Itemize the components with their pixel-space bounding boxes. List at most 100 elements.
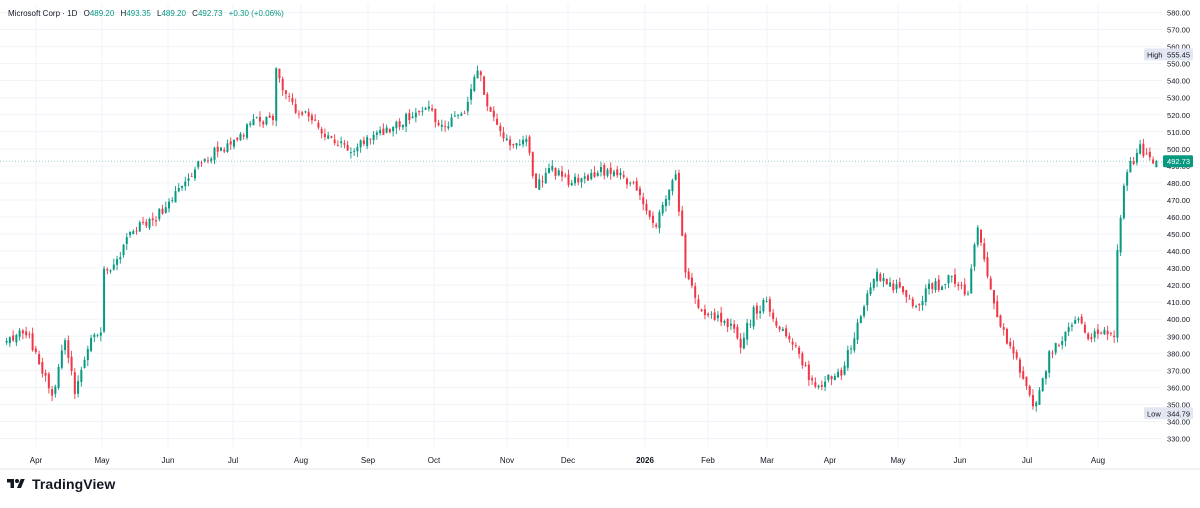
candle (113, 259, 115, 271)
candle (759, 305, 761, 318)
candle (32, 328, 34, 352)
candle-body (77, 381, 79, 394)
candle-body (606, 170, 608, 176)
candle (1058, 344, 1060, 348)
candle-body (850, 349, 852, 350)
candle (347, 141, 349, 151)
candle (360, 139, 362, 152)
candle-body (844, 366, 846, 375)
candle (223, 147, 225, 153)
candle (967, 291, 969, 296)
candle (252, 114, 254, 125)
candle (798, 346, 800, 359)
candle (915, 305, 917, 309)
candle-body (671, 180, 673, 191)
candle-body (110, 270, 112, 271)
candle-body (272, 116, 274, 120)
candle-body (1074, 320, 1076, 324)
tradingview-logo[interactable]: TradingView (6, 476, 115, 492)
candle (343, 140, 345, 148)
candle-body (431, 108, 433, 110)
x-tick-label: Feb (701, 456, 715, 465)
candle (561, 166, 563, 182)
candle (1006, 328, 1008, 345)
candle (619, 168, 621, 179)
candle-body (311, 115, 313, 120)
y-tick-label: 460.00 (1167, 213, 1190, 222)
candle-body (1090, 337, 1092, 339)
candle-body (48, 374, 50, 388)
candle-body (532, 152, 534, 176)
candle-body (246, 124, 248, 137)
y-tick-label: 550.00 (1167, 60, 1190, 69)
candle-body (886, 279, 888, 284)
candle-body (90, 338, 92, 351)
candle-body (324, 134, 326, 137)
candle-body (113, 265, 115, 270)
candle (912, 297, 914, 309)
y-tick-label: 380.00 (1167, 349, 1190, 358)
candle (191, 173, 193, 177)
candle-body (772, 313, 774, 319)
x-tick-label: Dec (561, 456, 575, 465)
candle (519, 139, 521, 146)
candle (960, 282, 962, 290)
candle-body (990, 278, 992, 289)
candle (639, 186, 641, 200)
candle (1123, 183, 1125, 219)
candle-body (136, 231, 138, 232)
x-tick-label: Apr (824, 456, 837, 465)
open-value: 489.20 (90, 9, 114, 18)
candle (265, 116, 267, 125)
candle (970, 264, 972, 294)
candle (493, 106, 495, 121)
candle (490, 106, 492, 112)
candle-body (447, 126, 449, 128)
candle-body (340, 141, 342, 143)
tradingview-logo-icon (6, 477, 26, 491)
candle (801, 351, 803, 368)
candle (714, 309, 716, 321)
candle (671, 179, 673, 196)
candle (139, 221, 141, 232)
candle (892, 280, 894, 293)
candle-body (912, 299, 914, 306)
candle (736, 324, 738, 340)
candle (165, 202, 167, 214)
y-tick-label: 480.00 (1167, 179, 1190, 188)
candle-body (1055, 343, 1057, 353)
candle (1032, 389, 1034, 410)
candle-body (9, 337, 11, 343)
candle (1103, 327, 1105, 335)
candle (464, 111, 466, 114)
candle-body (282, 79, 284, 90)
candle (675, 170, 677, 181)
candle-body (1071, 325, 1073, 327)
candle-body (805, 365, 807, 366)
candle-body (870, 287, 872, 294)
candle (606, 168, 608, 177)
candle-body (350, 152, 352, 153)
candle (973, 243, 975, 271)
candle (866, 290, 868, 311)
candle-body (616, 169, 618, 175)
candle-body (434, 109, 436, 122)
candle (951, 275, 953, 282)
candle (922, 296, 924, 311)
candle-body (171, 200, 173, 201)
candle (123, 244, 125, 258)
candle-body (525, 139, 527, 142)
candle (41, 358, 43, 378)
candle-body (542, 181, 544, 182)
candle (184, 177, 186, 191)
candle (110, 269, 112, 273)
candle (9, 336, 11, 347)
candle-body (200, 163, 202, 164)
candle (84, 357, 86, 369)
candle-body (837, 372, 839, 378)
candle (1029, 385, 1031, 397)
candle-body (1003, 327, 1005, 330)
close-value: 492.73 (198, 9, 222, 18)
